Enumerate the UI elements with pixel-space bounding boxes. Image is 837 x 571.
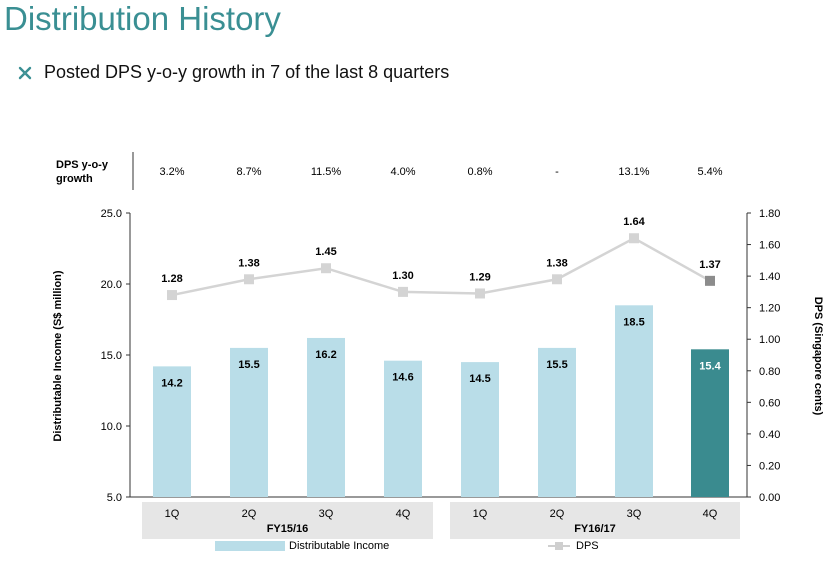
category-group-band [450,502,740,539]
category-group-label: FY15/16 [267,523,309,535]
legend-item-distributable-income: Distributable Income [215,540,389,552]
dps-point [398,286,408,297]
bar-distributable-income [615,305,653,497]
legend-bar-label: Distributable Income [289,540,390,552]
dps-data-label: 1.28 [161,273,182,285]
dps-data-label: 1.64 [623,216,645,228]
bar-data-label: 14.6 [392,372,413,384]
category-group-band [142,502,433,539]
growth-value: 3.2% [159,166,185,178]
dps-point [552,274,562,285]
bar-distributable-income [538,347,576,497]
bar-data-label: 15.5 [238,359,259,371]
y-right-tick-label: 1.60 [759,240,780,252]
bar-distributable-income [461,362,499,497]
bar-data-label: 14.2 [161,377,182,389]
bar-distributable-income [153,366,191,497]
bar-data-label: 14.5 [469,373,490,385]
dps-data-label: 1.38 [546,257,567,269]
growth-value: 5.4% [697,166,723,178]
y-left-tick-label: 25.0 [101,208,122,220]
dps-point [705,275,715,286]
dps-point [167,290,177,301]
bullet-text: Posted DPS y-o-y growth in 7 of the last… [44,62,450,82]
y-left-tick-label: 10.0 [101,421,122,433]
dps-point [629,233,639,244]
growth-table-header: DPS y-o-y growth [56,158,128,186]
bar-data-label: 16.2 [315,349,336,361]
cross-bullet-icon [18,66,32,79]
dps-point [244,274,254,285]
y-right-tick-label: 0.60 [759,397,780,409]
y-right-tick-label: 1.40 [759,271,780,283]
y-right-tick-label: 0.40 [759,429,780,441]
growth-value: 8.7% [236,166,262,178]
growth-value: 4.0% [390,166,416,178]
category-group-label: FY16/17 [574,523,616,535]
bar-data-label: 15.5 [546,359,567,371]
x-tick-label: 1Q [165,508,180,520]
legend-item-dps: DPS [548,540,599,552]
bar-data-label: 18.5 [623,316,644,328]
growth-value: 11.5% [310,166,342,178]
bar-distributable-income [691,349,729,497]
y-right-tick-label: 1.80 [759,208,780,220]
x-tick-label: 3Q [627,508,642,520]
dps-data-label: 1.45 [315,246,336,258]
legend-line-label: DPS [576,540,599,552]
bar-distributable-income [307,337,345,497]
dps-point [475,288,485,299]
x-tick-label: 1Q [473,508,488,520]
growth-header-line2: growth [56,173,93,185]
y-right-tick-label: 1.00 [759,334,780,346]
y-left-tick-label: 15.0 [101,350,122,362]
legend-bar-swatch [215,541,285,551]
x-tick-label: 4Q [396,508,411,520]
dps-series-line [171,236,711,297]
y-right-tick-label: 0.00 [759,492,780,504]
y-axis-right-label: DPS (Singapore cents) [812,296,824,416]
dps-data-label: 1.38 [238,257,259,269]
y-left-tick-label: 20.0 [101,279,122,291]
legend-line-swatch [548,542,570,550]
dps-data-label: 1.37 [699,259,720,271]
bar-distributable-income [384,360,422,497]
x-tick-label: 2Q [242,508,257,520]
x-tick-label: 3Q [319,508,334,520]
dps-point [321,263,331,274]
x-tick-label: 4Q [703,508,718,520]
growth-value: - [555,166,559,178]
bullet-point: Posted DPS y-o-y growth in 7 of the last… [18,62,449,83]
y-right-tick-label: 1.20 [759,303,780,315]
dps-data-label: 1.30 [392,270,413,282]
page-title: Distribution History [4,0,281,37]
y-axis-left-label: Distributable Income (S$ million) [52,270,64,442]
growth-value: 0.8% [467,166,493,178]
x-tick-label: 2Q [550,508,565,520]
bar-distributable-income [230,347,268,497]
growth-header-line1: DPS y-o-y [56,159,108,171]
dps-data-label: 1.29 [469,271,490,283]
bar-data-label: 15.4 [699,360,721,372]
growth-value: 13.1% [618,166,650,178]
y-right-tick-label: 0.80 [759,366,780,378]
y-right-tick-label: 0.20 [759,460,780,472]
y-left-tick-label: 5.0 [107,492,122,504]
